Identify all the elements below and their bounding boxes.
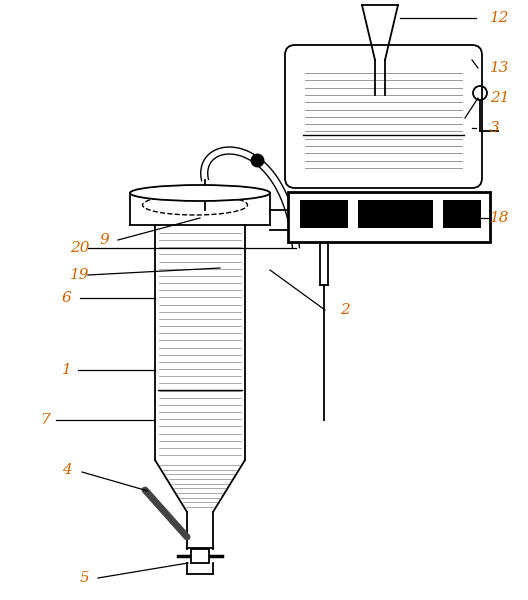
Ellipse shape: [130, 185, 270, 201]
Text: 12: 12: [490, 11, 510, 25]
Bar: [300, 200, 348, 228]
Text: 4: 4: [62, 463, 72, 477]
Text: 9: 9: [100, 233, 110, 247]
Bar: [288, 192, 490, 242]
Text: 13: 13: [490, 61, 510, 75]
Text: 19: 19: [70, 268, 90, 282]
Text: 21: 21: [490, 91, 510, 105]
Bar: [358, 200, 433, 228]
Text: 1: 1: [62, 363, 72, 377]
Text: 20: 20: [70, 241, 90, 255]
Text: 5: 5: [80, 571, 90, 585]
Bar: [443, 200, 481, 228]
Text: 3: 3: [490, 121, 499, 135]
Text: 7: 7: [40, 413, 50, 427]
Text: 6: 6: [62, 291, 72, 305]
FancyBboxPatch shape: [285, 45, 482, 188]
Bar: [191, 549, 209, 563]
Text: 2: 2: [340, 303, 350, 317]
Text: 18: 18: [490, 211, 510, 225]
